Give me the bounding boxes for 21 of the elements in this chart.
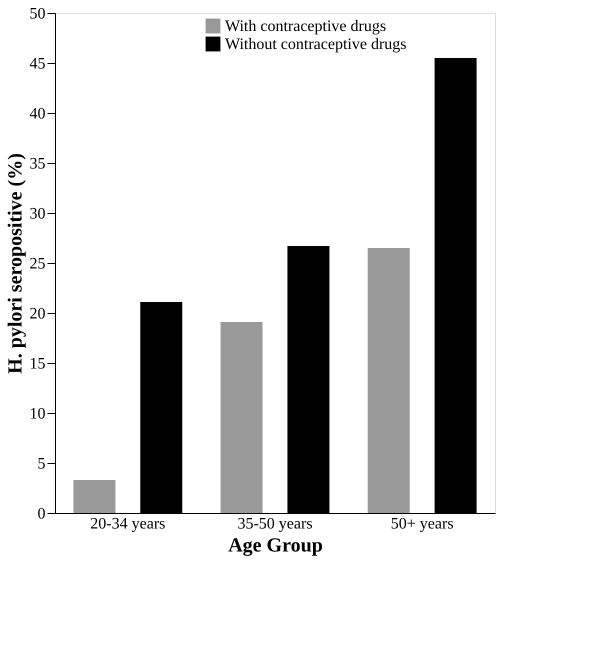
legend-label: With contraceptive drugs: [225, 18, 386, 35]
y-tick-label: 50: [30, 6, 46, 22]
y-tick-label: 20: [30, 306, 46, 322]
x-tick-label: 50+ years: [390, 516, 454, 532]
y-tick-label: 0: [38, 506, 46, 522]
x-tick-label: 20-34 years: [90, 516, 166, 532]
y-tick-label: 30: [30, 206, 46, 222]
legend-label: Without contraceptive drugs: [225, 36, 407, 53]
y-tick-label: 25: [30, 256, 46, 272]
x-axis-title: Age Group: [228, 534, 323, 556]
y-tick-label: 10: [30, 406, 46, 422]
y-tick-label: 40: [30, 106, 46, 122]
y-tick-label: 5: [38, 456, 46, 472]
y-tick-label: 15: [30, 356, 46, 372]
bar: [73, 480, 116, 513]
bar: [368, 248, 410, 513]
y-tick-label: 45: [30, 56, 46, 72]
bar: [220, 322, 263, 513]
y-axis-title: H. pylori seropositive (%): [4, 153, 26, 374]
y-tick-label: 35: [30, 156, 46, 172]
x-tick-label: 35-50 years: [237, 516, 313, 532]
